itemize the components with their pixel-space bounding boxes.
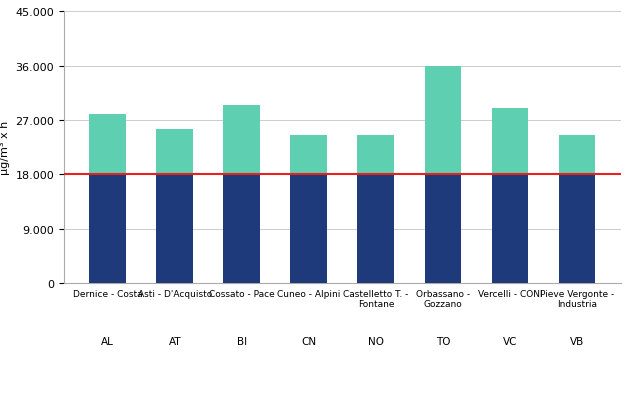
Text: CN: CN [301,336,316,346]
Bar [358,136,394,175]
Bar [424,175,461,284]
Bar [223,175,260,284]
Bar [90,175,126,284]
Text: NO: NO [368,336,384,346]
Bar [291,136,327,175]
Text: AL: AL [101,336,114,346]
Bar [492,175,529,284]
Text: TO: TO [436,336,450,346]
Bar [156,130,193,175]
Bar [358,175,394,284]
Text: BI: BI [237,336,247,346]
Text: VC: VC [503,336,517,346]
Bar [90,115,126,175]
Bar [559,136,595,175]
Y-axis label: μg/m³ x h: μg/m³ x h [0,121,10,175]
Bar [559,175,595,284]
Text: VB: VB [570,336,584,346]
Bar [291,175,327,284]
Bar [424,66,461,175]
Bar [223,106,260,175]
Text: AT: AT [168,336,181,346]
Bar [156,175,193,284]
Bar [492,109,529,175]
